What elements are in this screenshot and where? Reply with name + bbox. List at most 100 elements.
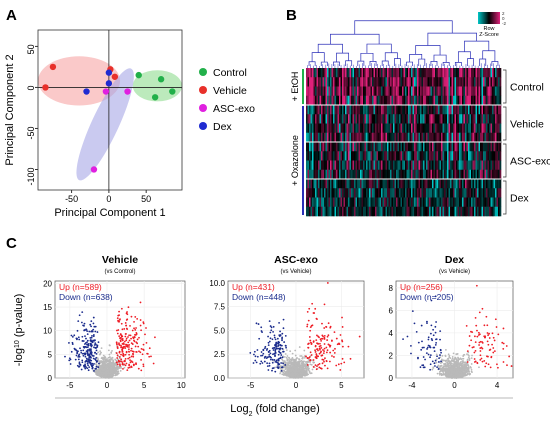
heatmap-cell [312, 179, 314, 189]
heatmap-cell [481, 179, 484, 189]
volcano-point-up [125, 324, 127, 327]
heatmap-cell [325, 197, 328, 208]
heatmap-cell [433, 160, 436, 171]
heatmap-cell [493, 114, 496, 124]
heatmap-cell [495, 132, 497, 143]
heatmap-cell [435, 179, 437, 189]
volcano-point-up [306, 364, 309, 366]
heatmap-cell [415, 95, 418, 106]
heatmap-cell [457, 105, 460, 115]
heatmap-cell [409, 206, 412, 217]
heatmap-cell [483, 206, 485, 217]
heatmap-cell [324, 197, 326, 208]
heatmap-cell [346, 77, 349, 87]
heatmap-cell [360, 179, 362, 189]
heatmap-cell [462, 86, 464, 97]
heatmap-cell [348, 142, 350, 152]
heatmap-cell [340, 123, 343, 134]
volcano-point-ns [284, 353, 287, 355]
heatmap-cell [346, 206, 349, 217]
heatmap-cell [414, 86, 416, 97]
volcano-point-down [88, 330, 91, 333]
heatmap-cell [451, 114, 454, 124]
volcano-point-ns [97, 358, 100, 360]
volcano-point-up [317, 343, 319, 345]
volcano-point-down [261, 362, 264, 364]
ellipse-vehicle [38, 56, 121, 106]
heatmap-cell [490, 123, 493, 134]
heatmap-cell [444, 105, 446, 115]
heatmap-cell [376, 132, 379, 143]
heatmap-cell [448, 160, 451, 171]
heatmap-cell [363, 68, 365, 78]
volcano-point-ns [112, 365, 115, 367]
heatmap-cell [339, 123, 341, 134]
volcano-point-down [274, 354, 276, 356]
volcano-point-down [280, 344, 283, 347]
heatmap-cell [469, 123, 472, 134]
heatmap-cell [334, 142, 337, 152]
heatmap-cell [423, 86, 425, 97]
heatmap-cell [376, 123, 379, 134]
heatmap-cell [483, 114, 485, 124]
volcano-point-down [82, 340, 85, 342]
volcano-point-ns [99, 373, 102, 376]
volcano-point-up [307, 343, 309, 345]
volcano-point-up [116, 332, 119, 335]
volcano-point-down [281, 356, 284, 359]
volcano-point-down [79, 347, 81, 350]
heatmap-cell [445, 123, 448, 134]
volcano-point-down [285, 345, 287, 347]
heatmap-cell [366, 142, 368, 152]
heatmap-cell [307, 105, 310, 115]
heatmap-cell [438, 86, 440, 97]
heatmap-cell [465, 188, 467, 198]
heatmap-cell [439, 197, 442, 208]
heatmap-cell [346, 151, 349, 161]
heatmap-cell [369, 179, 371, 189]
heatmap-cell [334, 169, 337, 180]
heatmap-cell [394, 114, 397, 124]
heatmap-cell [358, 151, 361, 161]
heatmap-cell [403, 95, 406, 106]
dendrogram-branch [384, 52, 398, 62]
heatmap-cell [442, 86, 445, 97]
volcano-point-down [88, 366, 91, 369]
heatmap-cell [388, 132, 391, 143]
heatmap-cell [496, 142, 499, 152]
heatmap-cell [328, 169, 331, 180]
heatmap-cell [309, 95, 311, 106]
heatmap-cell [322, 68, 325, 78]
volcano-point-down [90, 359, 93, 362]
heatmap-cell [376, 160, 379, 171]
heatmap-cell [319, 151, 322, 161]
heatmap-cell [477, 114, 479, 124]
heatmap-cell [409, 179, 412, 189]
heatmap-cell [369, 105, 371, 115]
volcano-point-ns [311, 368, 314, 371]
heatmap-cell [393, 86, 395, 97]
heatmap-cell [369, 169, 371, 180]
volcano-point-up [129, 324, 131, 327]
heatmap-cell [319, 132, 322, 143]
heatmap-cell [486, 179, 488, 189]
heatmap-cell [492, 179, 494, 189]
heatmap-cell [391, 206, 394, 217]
heatmap-cell [375, 151, 377, 161]
heatmap-cell [322, 151, 325, 161]
heatmap-cell [486, 86, 488, 97]
heatmap-cell [468, 77, 470, 87]
heatmap-cell [381, 188, 383, 198]
heatmap-cell [328, 160, 331, 171]
heatmap-cell [306, 179, 308, 189]
volcano-point-up [135, 350, 138, 353]
dendrogram-branch [345, 60, 353, 66]
heatmap-cell [486, 197, 488, 208]
heatmap-cell [396, 151, 398, 161]
heatmap-cell [321, 169, 323, 180]
volcano-point-up [309, 359, 312, 361]
heatmap-cell [391, 114, 394, 124]
volcano-point-ns [286, 372, 289, 374]
heatmap-cell [343, 206, 346, 217]
heatmap-cell [384, 105, 386, 115]
